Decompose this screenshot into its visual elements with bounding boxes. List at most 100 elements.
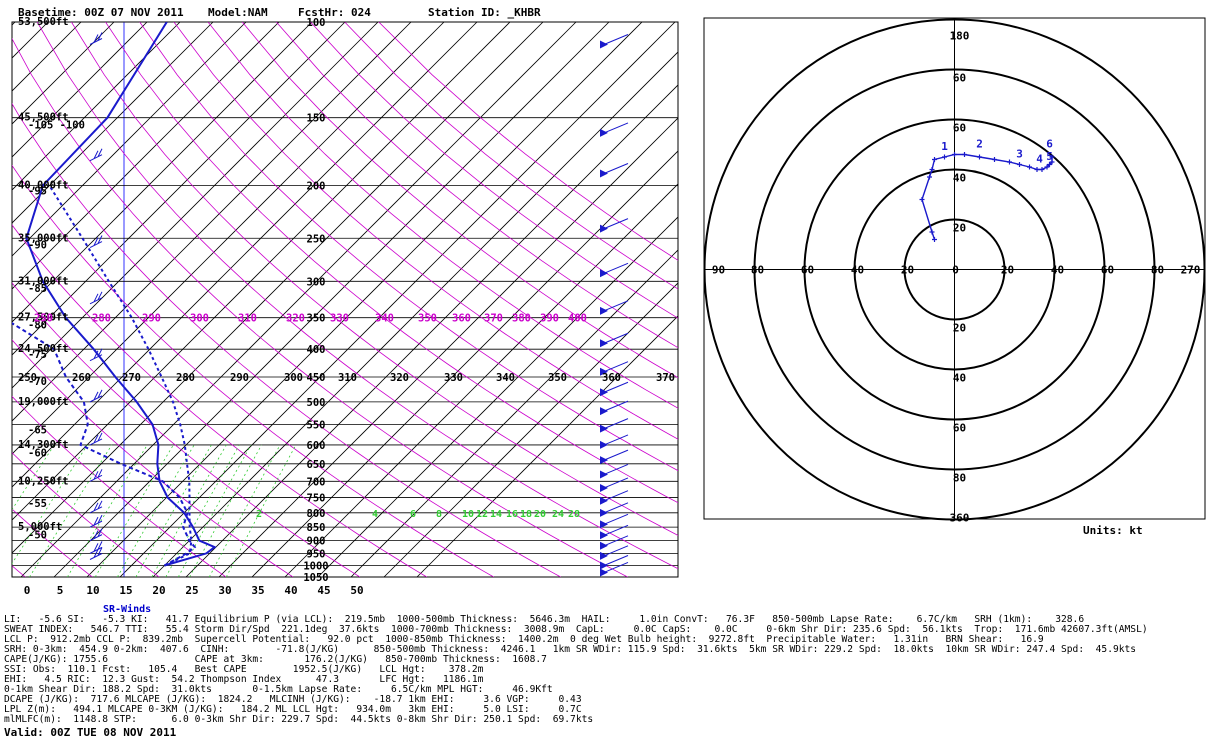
hodograph-top-label: 60 <box>953 122 966 135</box>
height-label: 5,000ft <box>18 521 62 533</box>
wind-barb-right-staff <box>603 545 629 557</box>
dry-adiabat-line <box>310 22 678 319</box>
wind-barb-stroke <box>89 541 103 554</box>
indices-line: CAPE(J/KG): 1755.6 CAPE at 3km: 176.2(J/… <box>4 654 547 665</box>
wind-barb-right-staff <box>603 34 629 45</box>
pressure-tick-label: 550 <box>307 419 326 431</box>
hodograph-point <box>919 197 925 202</box>
hodograph-top-label: 180 <box>950 30 970 43</box>
pressure-tick-label: 300 <box>307 276 326 288</box>
dry-adiabat-line <box>378 22 678 261</box>
left-temperature-label: -105 -100 <box>28 119 85 131</box>
isotherm-line <box>20 22 577 577</box>
isotherm-line <box>12 22 280 290</box>
wind-barb-stroke <box>89 235 103 248</box>
pressure-tick-label: 1000 <box>303 560 328 572</box>
x-tick-label: 5 <box>57 584 64 597</box>
theta-black-label: 310 <box>338 372 357 384</box>
hodograph-left-label: 80 <box>751 264 764 277</box>
hodograph-top-label: 20 <box>953 222 966 235</box>
wind-barb-left <box>89 547 103 560</box>
dry-adiabat-line <box>12 102 561 577</box>
mixing-ratio-label: 12 <box>476 509 488 520</box>
x-tick-label: 25 <box>185 584 198 597</box>
wind-barb-left <box>89 432 103 446</box>
left-temperature-label: -55 <box>28 498 47 510</box>
hodograph-chart: 180 60 60 40 20 20 40 60 80 360 90 80 60 40 20 0 20 40 60 8… <box>703 17 1206 537</box>
sr-winds-label: SR-Winds <box>103 604 152 615</box>
left-temperature-label: -80 <box>28 320 47 332</box>
theta-black-label: 270 <box>122 372 141 384</box>
mixing-ratio-label: 24 <box>552 509 564 520</box>
isotherm-line <box>383 282 678 577</box>
hodograph-right-label: 0 <box>952 264 959 277</box>
theta-black-label: 260 <box>72 372 91 384</box>
mixing-ratio-label: 16 <box>506 509 518 520</box>
theta-black-label: 320 <box>390 372 409 384</box>
pressure-tick-label: 700 <box>307 476 326 488</box>
hodograph-point <box>932 157 937 162</box>
isotherm-line <box>12 22 115 125</box>
pressure-tick-label: 750 <box>307 493 326 505</box>
indices-block: LI: -5.6 SI: -5.3 KI: 41.7 Equilibrium P… <box>4 615 1148 725</box>
indices-line: 0-1km Shear Dir: 188.2 Spd: 31.0kts 0-1.… <box>4 684 553 695</box>
hodograph-left-label: 40 <box>851 264 864 277</box>
wind-barb-stroke <box>89 500 103 514</box>
indices-line: LI: -5.6 SI: -5.3 KI: 41.7 Equilibrium P… <box>4 614 1085 625</box>
dry-adiabat-line <box>12 37 628 577</box>
mixing-ratio-label: 28 <box>568 509 580 520</box>
hodograph-height-marker: 2 <box>976 138 983 151</box>
x-tick-label: 45 <box>317 584 330 597</box>
wind-barb-left <box>89 348 103 362</box>
height-label: 27,500ft <box>18 312 69 324</box>
hodograph-units-label: Units: kt <box>1083 524 1143 537</box>
wind-barb-left <box>89 528 103 542</box>
dry-adiabat-line <box>12 395 227 577</box>
wind-barb-right-staff <box>603 400 629 412</box>
indices-line: DCAPE (J/KG): 717.6 MLCAPE (J/KG): 1824.… <box>4 694 582 705</box>
height-label: 24,500ft <box>18 343 69 355</box>
x-tick-label: 15 <box>119 584 132 597</box>
left-temperature-label: -50 <box>28 529 47 541</box>
pressure-tick-label: 350 <box>307 313 326 325</box>
isotherm-line <box>12 22 313 323</box>
left-temperature-label: -95 <box>28 185 47 197</box>
pressure-tick-label: 450 <box>307 372 326 384</box>
mixing-ratio-label: 10 <box>462 509 474 520</box>
theta-label: 310 <box>238 313 257 325</box>
pressure-tick-label: 650 <box>307 459 326 471</box>
wind-barb-stroke <box>89 547 103 560</box>
isotherm-line <box>53 22 610 577</box>
isotherm-line <box>317 216 678 577</box>
isotherm-line <box>12 22 247 257</box>
hodograph-bottom-label: 60 <box>953 422 966 435</box>
hodograph-point <box>1049 159 1055 165</box>
wind-barb-right-staff <box>603 262 629 274</box>
isotherm-line <box>152 51 678 577</box>
wind-barb-right-staff <box>603 449 629 461</box>
parcel-line <box>48 185 193 567</box>
wind-barb-right-staff <box>603 502 629 514</box>
mixing-ratio-label: 2 <box>256 509 262 520</box>
indices-line: SWEAT INDEX: 546.7 TTI: 55.4 Storm Dir/S… <box>4 624 1148 635</box>
height-label: 19,000ft <box>18 396 69 408</box>
theta-label: 250 <box>34 313 53 325</box>
mixing-ratio-line <box>94 444 174 577</box>
hodograph-point <box>929 229 935 235</box>
theta-black-label: 340 <box>496 372 515 384</box>
mixing-ratio-line <box>67 444 148 577</box>
wind-barb-stroke <box>89 432 103 446</box>
wind-barb-stroke <box>89 291 103 305</box>
wind-barb-right-staff <box>603 300 629 312</box>
dry-adiabat-line <box>12 508 93 577</box>
height-label: 31,000ft <box>18 275 69 287</box>
valid-time-label: Valid: 00Z TUE 08 NOV 2011 <box>4 726 177 739</box>
hodograph-point <box>929 167 935 172</box>
wind-barb-left <box>89 389 103 403</box>
theta-label: 400 <box>568 313 587 325</box>
pressure-tick-label: 250 <box>307 233 326 245</box>
isotherm-line <box>12 22 181 191</box>
hodograph-bottom-label: 80 <box>953 472 966 485</box>
hodograph-point <box>942 154 947 160</box>
skew-t-chart: -45-40-35-30-25-20-15-10-505101520253035… <box>0 16 679 597</box>
